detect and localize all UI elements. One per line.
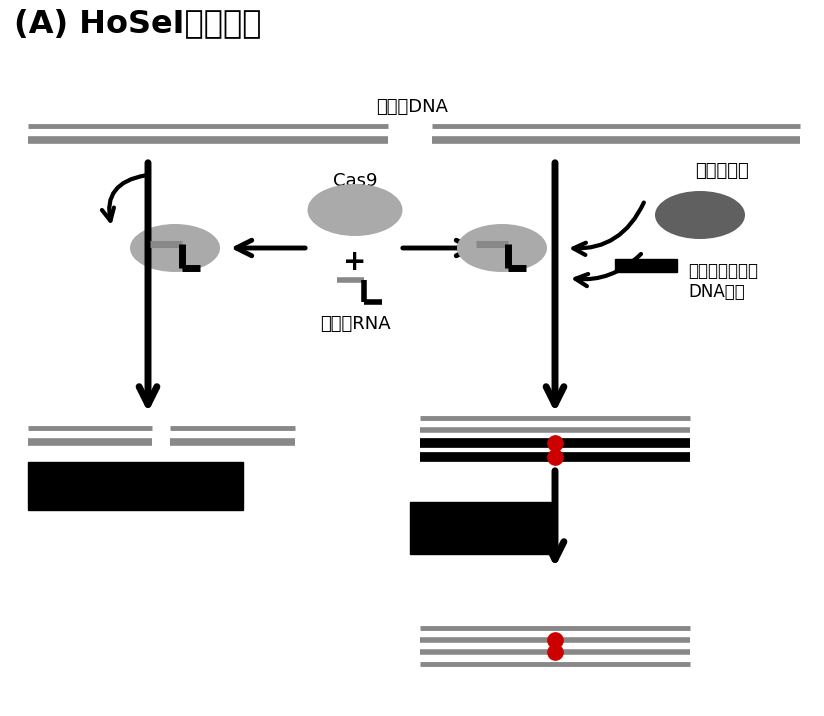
Text: 組換え酵素: 組換え酵素 (695, 162, 749, 180)
Ellipse shape (307, 184, 402, 236)
Text: Cas9: Cas9 (333, 172, 377, 190)
Text: (A) HoSeI法の原理: (A) HoSeI法の原理 (14, 8, 261, 39)
Text: +: + (344, 248, 367, 276)
Ellipse shape (655, 191, 745, 239)
Ellipse shape (130, 224, 220, 272)
Text: ガイドRNA: ガイドRNA (320, 315, 391, 333)
Bar (28, 462, 243, 510)
Bar (410, 502, 555, 554)
Text: 生存: 生存 (466, 511, 499, 537)
Text: 改変配列を含む
DNA断片: 改変配列を含む DNA断片 (688, 262, 758, 301)
Ellipse shape (457, 224, 547, 272)
Text: 細胞死: 細胞死 (112, 469, 159, 495)
Bar (615, 259, 677, 272)
Text: ゲノムDNA: ゲノムDNA (376, 98, 448, 116)
